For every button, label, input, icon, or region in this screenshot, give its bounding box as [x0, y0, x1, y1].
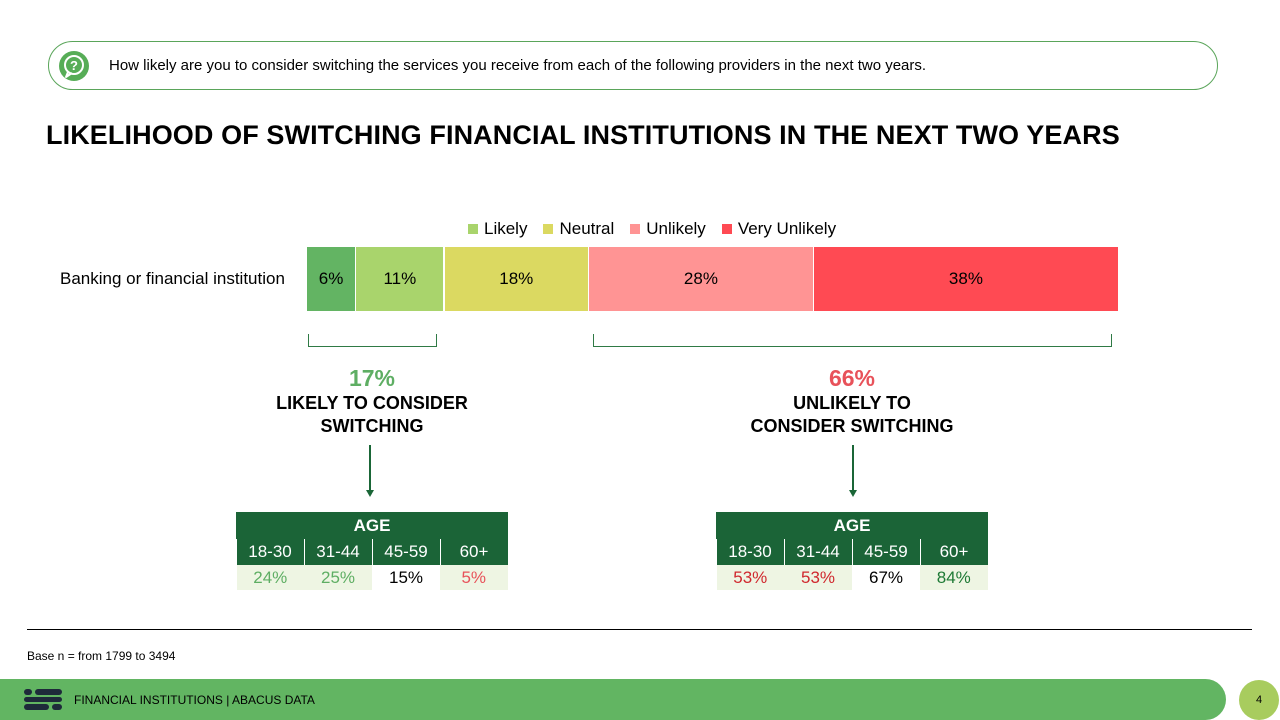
bar-segment: 38% [812, 247, 1118, 311]
age-group: 60+ [919, 538, 988, 565]
divider [27, 629, 1252, 630]
bar-segment: 6% [307, 247, 356, 311]
likely-arrow-line [369, 445, 371, 491]
footer-band: FINANCIAL INSTITUTIONS | ABACUS DATA [0, 679, 1226, 720]
question-bubble-icon: ? [59, 51, 89, 81]
legend-item: Neutral [543, 219, 614, 239]
age-group: 60+ [439, 538, 508, 565]
likely-percent: 17% [348, 365, 396, 391]
data-label: 38% [948, 269, 983, 288]
legend-item: Unlikely [630, 219, 706, 239]
legend-item: Very Unlikely [721, 219, 837, 239]
legend-label: Likely [484, 219, 528, 238]
legend-swatch [630, 224, 641, 234]
age-value: 53% [716, 565, 784, 590]
unlikely-age-table: AGE 18-30 31-44 45-59 60+ 53% 53% 67% 84… [716, 512, 988, 590]
legend-label: Very Unlikely [737, 219, 837, 238]
down-arrow-icon [366, 490, 374, 497]
chart-title: LIKELIHOOD OF SWITCHING FINANCIAL INSTIT… [46, 120, 1120, 150]
bar-segment: 18% [443, 247, 589, 311]
page-number: 4 [1239, 680, 1279, 720]
data-label: 11% [383, 269, 417, 288]
likely-summary: 17% LIKELY TO CONSIDER SWITCHING [232, 365, 512, 438]
question-banner: ? How likely are you to consider switchi… [48, 41, 1218, 90]
abacus-logo-icon [24, 689, 64, 716]
age-value: 84% [920, 565, 988, 590]
legend-label: Neutral [559, 219, 615, 238]
age-value: 15% [372, 565, 440, 590]
svg-text:?: ? [70, 58, 78, 73]
age-value: 25% [304, 565, 372, 590]
likely-bracket [308, 334, 437, 347]
age-group: 31-44 [303, 538, 372, 565]
age-header: AGE [236, 512, 508, 539]
chart-legend: Likely Neutral Unlikely Very Unlikely [468, 219, 852, 239]
unlikely-arrow-line [852, 445, 854, 491]
age-value: 53% [784, 565, 852, 590]
data-label: 6% [318, 269, 344, 288]
down-arrow-icon [849, 490, 857, 497]
bar-segment: 28% [588, 247, 813, 311]
legend-swatch [468, 224, 478, 234]
likely-caption: LIKELY TO CONSIDER SWITCHING [276, 393, 468, 436]
data-label: 28% [683, 269, 718, 288]
data-label: 18% [499, 269, 534, 288]
unlikely-caption: UNLIKELY TO CONSIDER SWITCHING [750, 393, 954, 436]
legend-label: Unlikely [646, 219, 706, 238]
age-group: 45-59 [371, 538, 440, 565]
footer-text: FINANCIAL INSTITUTIONS | ABACUS DATA [74, 693, 315, 707]
age-value: 24% [236, 565, 304, 590]
unlikely-percent: 66% [828, 365, 876, 391]
base-note: Base n = from 1799 to 3494 [27, 649, 176, 663]
unlikely-summary: 66% UNLIKELY TO CONSIDER SWITCHING [712, 365, 992, 438]
stacked-bar: 6% 11% 18% 28% 38% [307, 247, 1118, 311]
question-text: How likely are you to consider switching… [109, 57, 927, 74]
age-value: 5% [440, 565, 508, 590]
age-header: AGE [716, 512, 988, 539]
category-label: Banking or financial institution [60, 269, 285, 288]
age-value: 67% [852, 565, 920, 590]
legend-item: Likely [468, 219, 527, 239]
age-group: 45-59 [851, 538, 920, 565]
age-group: 18-30 [716, 538, 784, 565]
likely-age-table: AGE 18-30 31-44 45-59 60+ 24% 25% 15% 5% [236, 512, 508, 590]
age-group: 18-30 [236, 538, 304, 565]
bar-segment: 11% [355, 247, 444, 311]
age-group: 31-44 [783, 538, 852, 565]
unlikely-bracket [593, 334, 1112, 347]
legend-swatch [543, 224, 554, 234]
legend-swatch [721, 224, 732, 234]
